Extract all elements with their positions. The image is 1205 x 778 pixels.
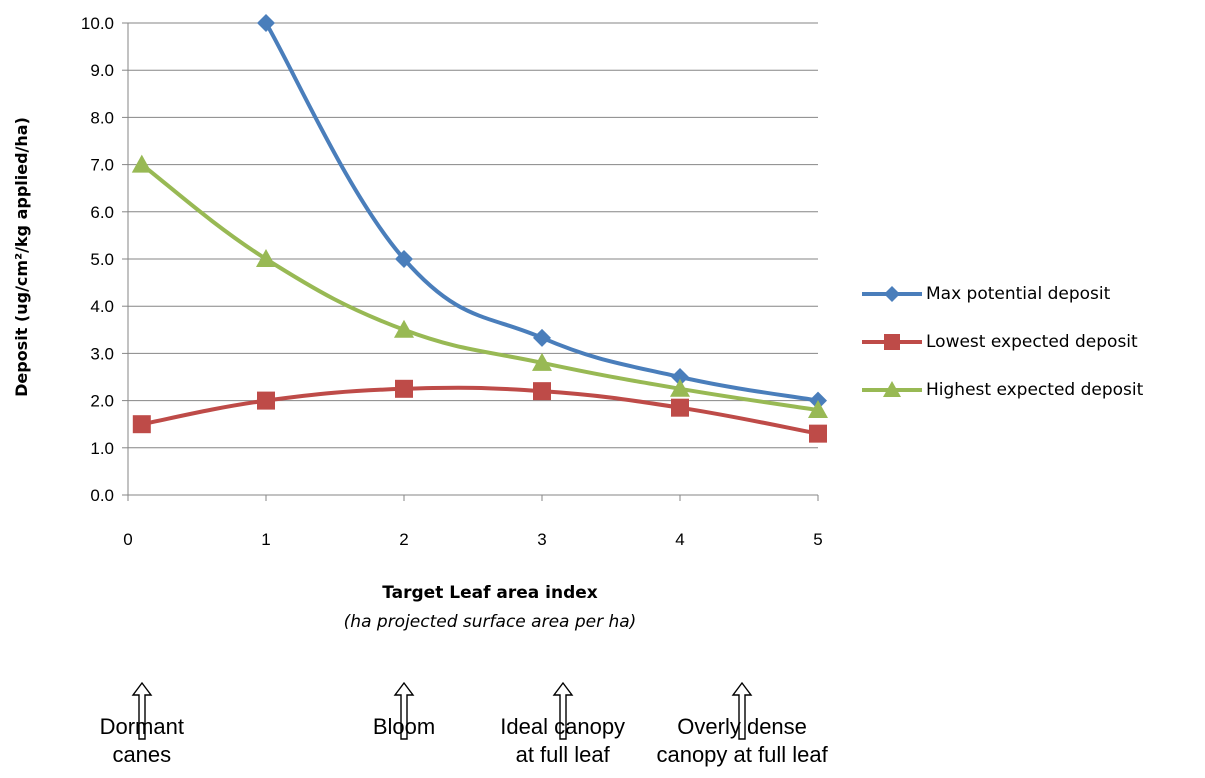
stage-label: Overly dense canopy at full leaf [652, 713, 832, 769]
x-tick-label: 5 [813, 530, 822, 549]
series-line-1 [141, 385, 819, 436]
x-axis-subtitle: (ha projected surface area per ha) [343, 612, 637, 632]
x-tick-label: 4 [675, 530, 684, 549]
data-point [671, 398, 689, 417]
x-tick-label: 0 [123, 530, 132, 549]
up-arrow-icon [552, 681, 574, 740]
stage-label: Bloom [314, 713, 494, 741]
up-arrow-icon [131, 681, 153, 740]
data-point [532, 352, 552, 371]
data-point [394, 319, 414, 338]
legend: Max potential deposit Lowest expected de… [862, 270, 1202, 414]
y-tick-label: 0.0 [90, 486, 114, 505]
y-tick-label: 5.0 [90, 250, 114, 269]
x-tick-labels: 0 1 2 3 4 5 [123, 530, 822, 549]
up-arrow-icon [731, 681, 753, 740]
stage-label-line1: Ideal canopy [500, 714, 626, 739]
stage-label: Dormant canes [52, 713, 232, 769]
x-tick-label: 2 [399, 530, 408, 549]
x-tick-label: 3 [537, 530, 546, 549]
y-tick-label: 6.0 [90, 203, 114, 222]
axes [122, 22, 819, 501]
y-tick-label: 2.0 [90, 392, 114, 411]
series-line-0 [264, 21, 819, 403]
stage-label-line1: Dormant [99, 714, 184, 739]
series-line-2 [140, 163, 819, 413]
y-tick-label: 3.0 [90, 344, 114, 363]
stage-label: Ideal canopy at full leaf [473, 713, 653, 769]
legend-label-lowest: Lowest expected deposit [926, 332, 1138, 352]
legend-swatch-lowest [862, 334, 922, 350]
legend-item-lowest: Lowest expected deposit [862, 318, 1202, 366]
legend-item-highest: Highest expected deposit [862, 366, 1202, 414]
y-tick-label: 4.0 [90, 297, 114, 316]
y-tick-label: 10.0 [81, 14, 114, 33]
data-point [132, 415, 151, 434]
data-point [809, 424, 827, 443]
stage-label-line1: Overly dense [677, 714, 807, 739]
stage-label-line2: at full leaf [515, 742, 610, 767]
data-point [671, 368, 689, 386]
stage-label-line2: canes [112, 742, 172, 767]
y-axis-label: Deposit (ug/cm²/kg applied/ha) [12, 117, 31, 397]
y-tick-label: 9.0 [90, 61, 114, 80]
legend-swatch-max [862, 286, 922, 302]
stage-label-line1: Bloom [372, 714, 436, 739]
data-point [257, 391, 275, 410]
stage-label-line2: canopy at full leaf [656, 742, 828, 767]
data-point [395, 250, 413, 268]
legend-label-highest: Highest expected deposit [926, 380, 1144, 400]
y-tick-label: 8.0 [90, 108, 114, 127]
x-axis-title: Target Leaf area index [382, 583, 598, 603]
y-tick-label: 1.0 [90, 439, 114, 458]
x-tick-label: 1 [261, 530, 270, 549]
data-point [395, 379, 413, 398]
data-point [808, 400, 828, 419]
data-point [257, 14, 275, 32]
data-point [256, 249, 276, 267]
series-lines [140, 21, 819, 436]
data-point [533, 328, 551, 347]
legend-item-max: Max potential deposit [862, 270, 1202, 318]
data-point [670, 378, 690, 397]
y-tick-label: 7.0 [90, 156, 114, 175]
legend-swatch-highest [862, 381, 922, 397]
data-point [131, 154, 152, 173]
series-markers [131, 14, 828, 443]
data-point [533, 382, 551, 401]
y-tick-labels: 0.0 1.0 2.0 3.0 4.0 5.0 6.0 7.0 8.0 9.0 10.0 [81, 14, 114, 505]
legend-label-max: Max potential deposit [926, 284, 1111, 304]
gridlines [128, 22, 818, 449]
up-arrow-icon [393, 681, 415, 740]
